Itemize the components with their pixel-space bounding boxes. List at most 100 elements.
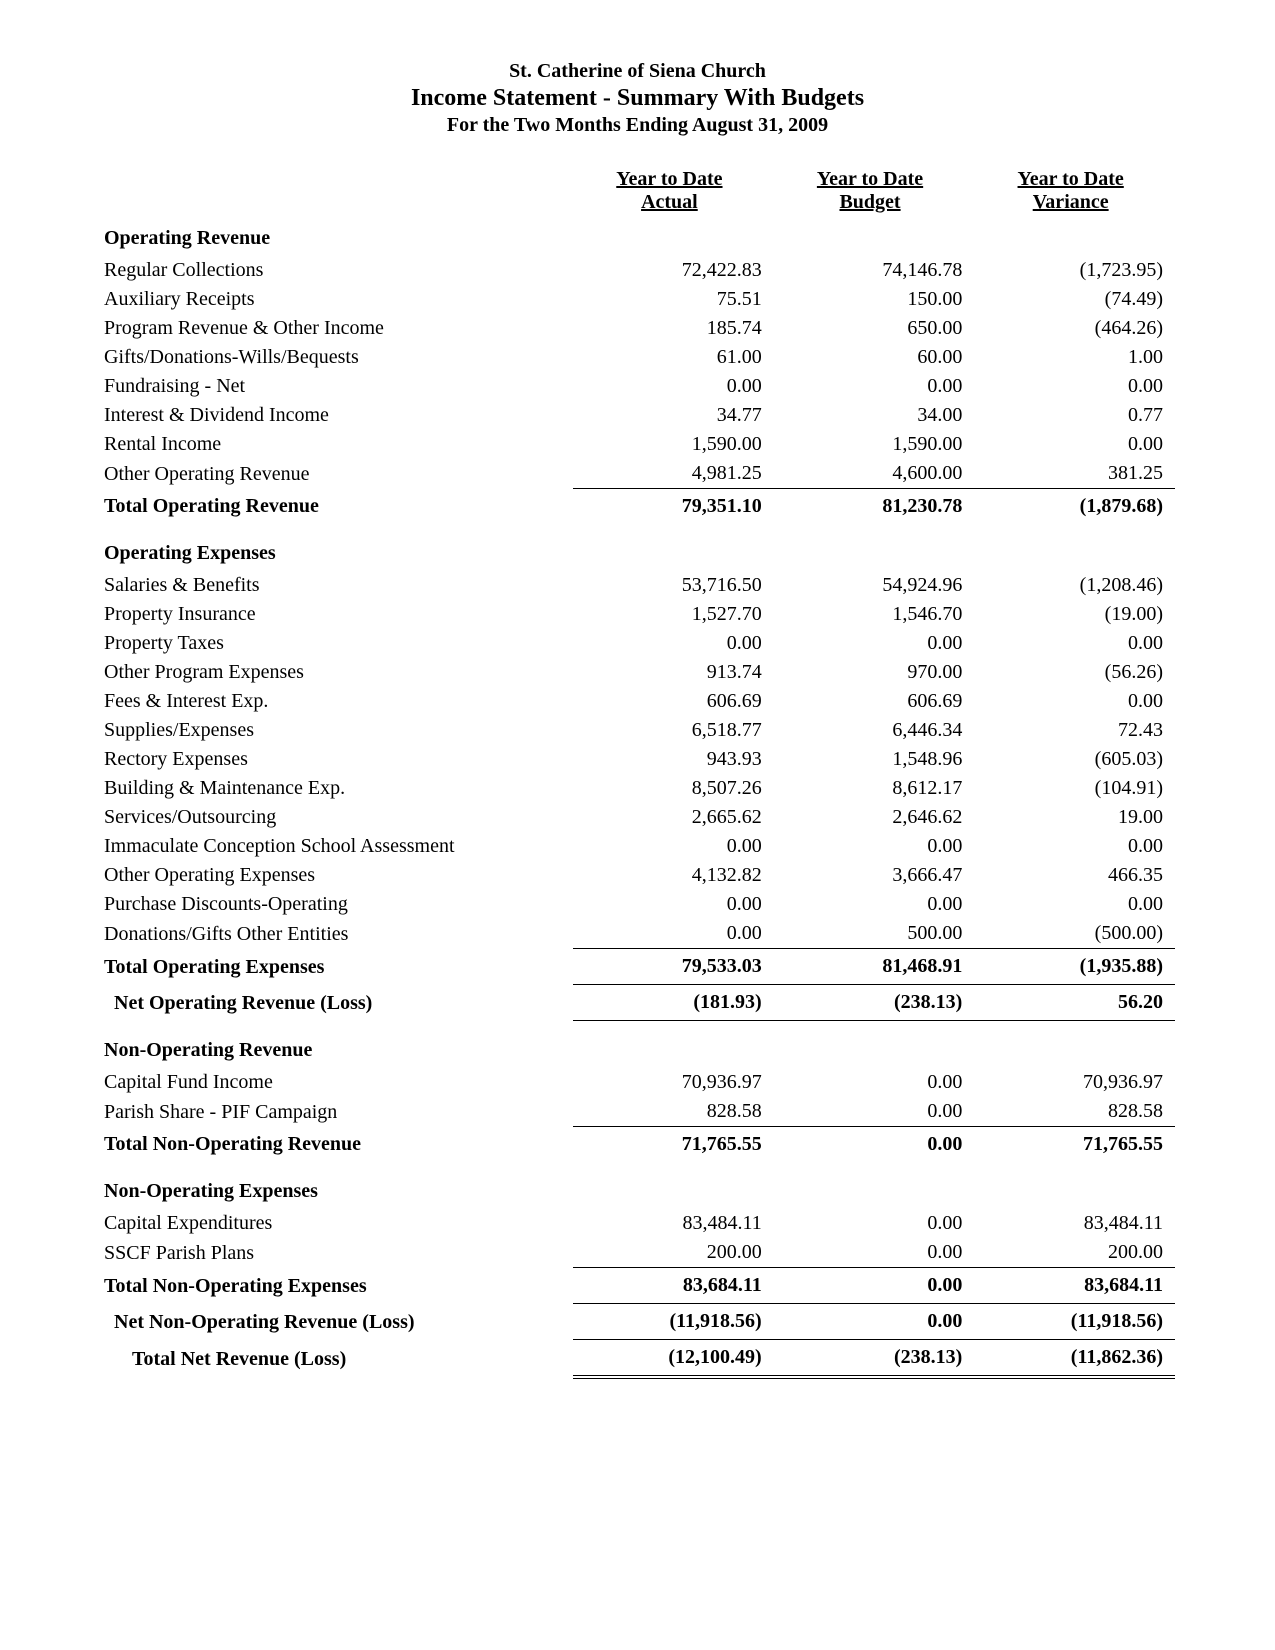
line-value: 970.00	[774, 658, 975, 687]
line-label: Salaries & Benefits	[100, 571, 573, 600]
line-value: 2,665.62	[573, 803, 774, 832]
line-value: 0.00	[774, 372, 975, 401]
table-row: Gifts/Donations-Wills/Bequests61.0060.00…	[100, 343, 1175, 372]
line-value: 0.00	[974, 629, 1175, 658]
line-value: 71,765.55	[974, 1127, 1175, 1163]
line-value: 81,230.78	[774, 489, 975, 525]
line-value: 185.74	[573, 314, 774, 343]
line-value: (11,862.36)	[974, 1340, 1175, 1378]
line-value: 0.00	[774, 890, 975, 919]
line-value: (1,208.46)	[974, 571, 1175, 600]
line-value: 150.00	[774, 285, 975, 314]
line-value: 0.00	[974, 430, 1175, 459]
line-label: Gifts/Donations-Wills/Bequests	[100, 343, 573, 372]
line-value: 72.43	[974, 716, 1175, 745]
income-statement-table: Year to Date Actual Year to Date Budget …	[100, 165, 1175, 1379]
section-title: Operating Expenses	[100, 524, 1175, 571]
line-label: Total Operating Expenses	[100, 949, 573, 985]
line-value: 1,590.00	[573, 430, 774, 459]
line-value: 1,546.70	[774, 600, 975, 629]
total-row: Net Operating Revenue (Loss)(181.93)(238…	[100, 985, 1175, 1021]
line-value: 54,924.96	[774, 571, 975, 600]
table-row: Fundraising - Net0.000.000.00	[100, 372, 1175, 401]
line-value: (464.26)	[974, 314, 1175, 343]
table-row: Salaries & Benefits53,716.5054,924.96(1,…	[100, 571, 1175, 600]
line-value: 4,600.00	[774, 459, 975, 489]
line-label: Net Operating Revenue (Loss)	[100, 985, 573, 1021]
total-row: Total Net Revenue (Loss)(12,100.49)(238.…	[100, 1340, 1175, 1378]
line-value: (74.49)	[974, 285, 1175, 314]
line-value: 0.00	[774, 1209, 975, 1238]
line-value: (238.13)	[774, 1340, 975, 1378]
line-value: 56.20	[974, 985, 1175, 1021]
line-value: 4,132.82	[573, 861, 774, 890]
line-value: 8,507.26	[573, 774, 774, 803]
line-label: Total Operating Revenue	[100, 489, 573, 525]
line-label: Program Revenue & Other Income	[100, 314, 573, 343]
table-row: Other Operating Revenue4,981.254,600.003…	[100, 459, 1175, 489]
line-value: (500.00)	[974, 919, 1175, 949]
line-value: 0.00	[573, 629, 774, 658]
line-label: Services/Outsourcing	[100, 803, 573, 832]
table-row: Fees & Interest Exp.606.69606.690.00	[100, 687, 1175, 716]
table-row: Purchase Discounts-Operating0.000.000.00	[100, 890, 1175, 919]
line-value: 79,351.10	[573, 489, 774, 525]
line-value: 1,527.70	[573, 600, 774, 629]
total-row: Net Non-Operating Revenue (Loss)(11,918.…	[100, 1304, 1175, 1340]
line-value: 60.00	[774, 343, 975, 372]
col-budget-header: Year to Date Budget	[774, 165, 975, 217]
line-label: Purchase Discounts-Operating	[100, 890, 573, 919]
line-value: 0.00	[573, 372, 774, 401]
table-row: Capital Fund Income70,936.970.0070,936.9…	[100, 1068, 1175, 1097]
line-value: 466.35	[974, 861, 1175, 890]
line-value: 83,684.11	[573, 1268, 774, 1304]
line-label: Other Operating Expenses	[100, 861, 573, 890]
line-value: 0.00	[974, 372, 1175, 401]
line-value: 1,590.00	[774, 430, 975, 459]
section-title: Operating Revenue	[100, 217, 1175, 256]
line-value: 4,981.25	[573, 459, 774, 489]
line-label: Capital Expenditures	[100, 1209, 573, 1238]
line-value: 75.51	[573, 285, 774, 314]
line-value: 74,146.78	[774, 256, 975, 285]
table-row: Other Operating Expenses4,132.823,666.47…	[100, 861, 1175, 890]
line-value: 70,936.97	[573, 1068, 774, 1097]
col-variance-header: Year to Date Variance	[974, 165, 1175, 217]
line-value: 83,684.11	[974, 1268, 1175, 1304]
line-value: 8,612.17	[774, 774, 975, 803]
report-period: For the Two Months Ending August 31, 200…	[100, 114, 1175, 137]
line-value: (56.26)	[974, 658, 1175, 687]
section-title: Non-Operating Revenue	[100, 1021, 1175, 1069]
table-row: Program Revenue & Other Income185.74650.…	[100, 314, 1175, 343]
line-value: 0.00	[974, 890, 1175, 919]
line-value: 53,716.50	[573, 571, 774, 600]
line-value: 828.58	[974, 1097, 1175, 1127]
report-header: St. Catherine of Siena Church Income Sta…	[100, 60, 1175, 137]
line-value: 0.00	[974, 832, 1175, 861]
line-label: Total Net Revenue (Loss)	[100, 1340, 573, 1378]
total-row: Total Non-Operating Revenue 71,765.550.00…	[100, 1127, 1175, 1163]
line-value: 2,646.62	[774, 803, 975, 832]
line-value: (12,100.49)	[573, 1340, 774, 1378]
line-value: 913.74	[573, 658, 774, 687]
line-label: Rental Income	[100, 430, 573, 459]
line-value: 72,422.83	[573, 256, 774, 285]
line-value: (104.91)	[974, 774, 1175, 803]
line-value: 1.00	[974, 343, 1175, 372]
line-label: SSCF Parish Plans	[100, 1238, 573, 1268]
line-value: 3,666.47	[774, 861, 975, 890]
table-row: Services/Outsourcing2,665.622,646.6219.0…	[100, 803, 1175, 832]
line-value: 0.00	[774, 1127, 975, 1163]
line-value: 0.00	[774, 1097, 975, 1127]
line-value: 200.00	[573, 1238, 774, 1268]
line-label: Total Non-Operating Revenue	[100, 1127, 573, 1163]
line-value: (1,723.95)	[974, 256, 1175, 285]
column-header-row: Year to Date Actual Year to Date Budget …	[100, 165, 1175, 217]
table-row: Rectory Expenses943.931,548.96(605.03)	[100, 745, 1175, 774]
line-value: 500.00	[774, 919, 975, 949]
table-row: Property Taxes0.000.000.00	[100, 629, 1175, 658]
table-row: Capital Expenditures83,484.110.0083,484.…	[100, 1209, 1175, 1238]
total-row: Total Non-Operating Expenses83,684.110.0…	[100, 1268, 1175, 1304]
line-label: Auxiliary Receipts	[100, 285, 573, 314]
table-row: Building & Maintenance Exp.8,507.268,612…	[100, 774, 1175, 803]
